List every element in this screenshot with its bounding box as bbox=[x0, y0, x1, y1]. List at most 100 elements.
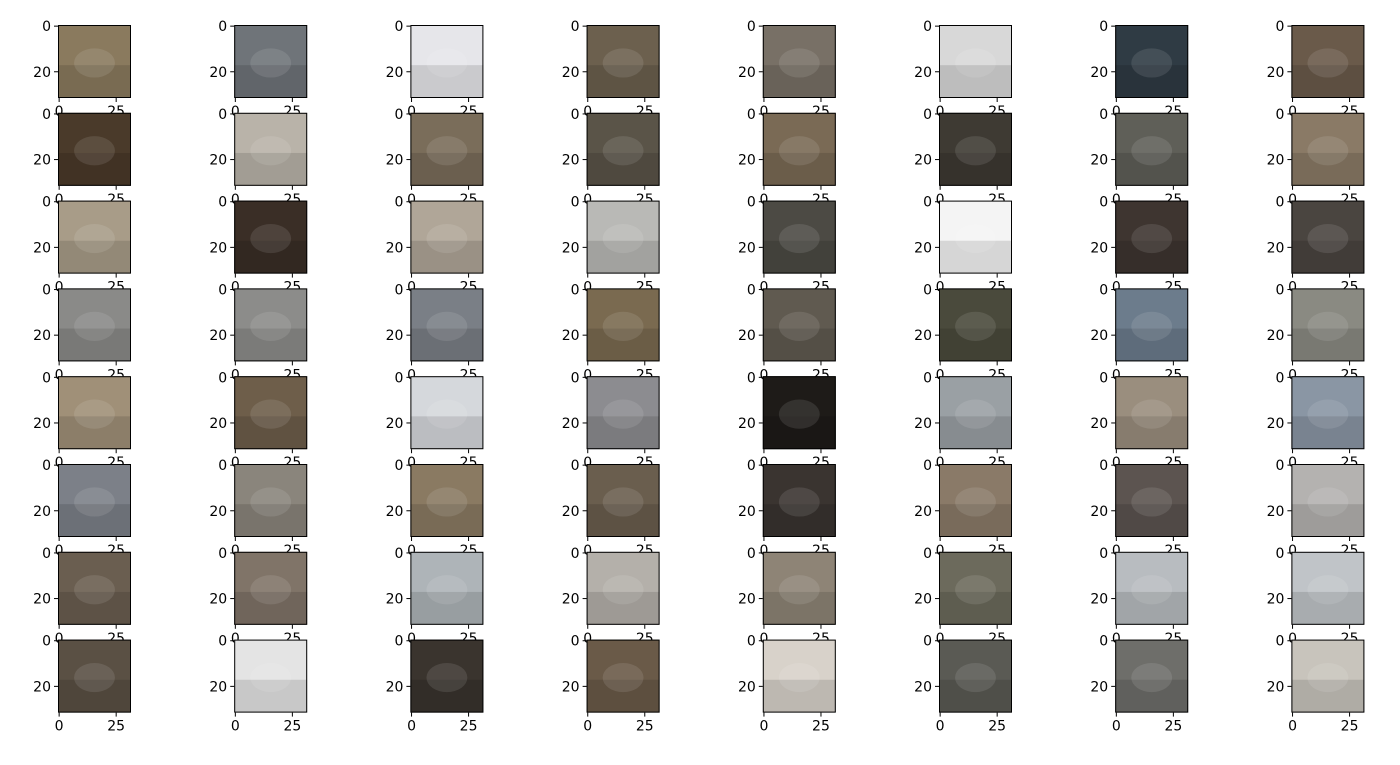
x-tick-label: 0 bbox=[1288, 719, 1297, 735]
image-tile-subject bbox=[1307, 662, 1349, 693]
axes-frame bbox=[1115, 200, 1189, 274]
image-tile bbox=[234, 551, 308, 625]
image-tile-subject bbox=[778, 223, 820, 254]
image-tile-subject bbox=[778, 662, 820, 693]
image-tile bbox=[586, 551, 660, 625]
axes-frame bbox=[939, 25, 1012, 98]
y-tick-label: 20 bbox=[1090, 592, 1108, 608]
image-tile-shade bbox=[1115, 328, 1189, 362]
image-tile-subject bbox=[778, 487, 820, 517]
image-tile-shade bbox=[939, 504, 1012, 537]
image-tile bbox=[939, 639, 1012, 713]
x-tick-label: 0 bbox=[583, 367, 592, 383]
axes-frame bbox=[939, 376, 1012, 450]
y-tick-label: 0 bbox=[923, 458, 932, 474]
x-tick-label: 0 bbox=[1288, 367, 1297, 383]
axes-frame bbox=[234, 639, 308, 713]
y-tick-label: 20 bbox=[33, 679, 51, 695]
image-tile-shade bbox=[1291, 679, 1365, 713]
x-tick-label: 0 bbox=[407, 543, 416, 559]
image-tile bbox=[1291, 25, 1365, 98]
image-tile-shade bbox=[939, 328, 1012, 362]
x-tick-label: 0 bbox=[55, 543, 64, 559]
x-tick-label: 0 bbox=[231, 543, 240, 559]
image-tile-subject bbox=[1131, 136, 1173, 166]
y-tick-label: 20 bbox=[1267, 328, 1285, 344]
image-tile-shade bbox=[939, 679, 1012, 713]
y-tick-label: 0 bbox=[923, 19, 932, 35]
image-tile bbox=[58, 639, 131, 713]
axes-frame bbox=[939, 200, 1012, 274]
y-tick-label: 0 bbox=[1099, 195, 1108, 211]
y-tick-label: 0 bbox=[747, 546, 756, 562]
image-tile-shade bbox=[58, 65, 131, 98]
y-tick-label: 0 bbox=[1099, 19, 1108, 35]
subplot-r7-c1: 0 25 0 20 bbox=[209, 634, 308, 735]
image-tile bbox=[1291, 200, 1365, 274]
image-tile bbox=[762, 288, 836, 362]
image-tile bbox=[234, 200, 308, 274]
image-tile bbox=[234, 376, 308, 450]
axes-frame bbox=[234, 288, 308, 362]
axes-frame bbox=[762, 464, 836, 537]
image-tile-shade bbox=[410, 65, 484, 98]
axes-frame bbox=[1291, 464, 1365, 537]
image-tile bbox=[762, 25, 836, 98]
image-tile-shade bbox=[234, 240, 308, 274]
image-tile bbox=[1291, 376, 1365, 450]
y-tick-label: 0 bbox=[1099, 546, 1108, 562]
y-tick-label: 0 bbox=[571, 195, 580, 211]
image-tile-shade bbox=[1291, 240, 1365, 274]
image-tile-subject bbox=[426, 136, 468, 166]
image-tile-subject bbox=[602, 311, 644, 341]
y-tick-label: 0 bbox=[1099, 458, 1108, 474]
image-tile-subject bbox=[74, 662, 115, 693]
image-tile-subject bbox=[1131, 575, 1173, 605]
y-tick-label: 0 bbox=[1275, 195, 1284, 211]
axes-frame bbox=[586, 376, 660, 450]
image-tile bbox=[58, 376, 131, 450]
image-tile-subject bbox=[778, 48, 820, 78]
axes-frame bbox=[58, 551, 131, 625]
subplot-r7-c4: 0 25 0 20 bbox=[738, 634, 836, 735]
axes-frame bbox=[58, 376, 131, 450]
x-tick-label: 0 bbox=[583, 280, 592, 296]
image-tile-shade bbox=[1291, 152, 1365, 186]
image-tile bbox=[586, 376, 660, 450]
y-tick-label: 20 bbox=[386, 416, 404, 432]
y-tick-label: 0 bbox=[218, 283, 227, 299]
image-tile-subject bbox=[74, 48, 115, 78]
y-tick-label: 0 bbox=[1099, 283, 1108, 299]
y-tick-label: 20 bbox=[1267, 65, 1285, 81]
x-tick-label: 0 bbox=[231, 631, 240, 647]
x-tick-label: 0 bbox=[759, 192, 768, 208]
y-tick-label: 20 bbox=[914, 240, 932, 256]
x-tick-label: 0 bbox=[936, 543, 945, 559]
image-tile-subject bbox=[74, 311, 115, 341]
image-tile bbox=[410, 551, 484, 625]
y-tick-label: 20 bbox=[738, 592, 756, 608]
image-tile-subject bbox=[955, 311, 996, 341]
axes-frame bbox=[586, 639, 660, 713]
image-tile bbox=[1291, 639, 1365, 713]
image-tile bbox=[410, 639, 484, 713]
image-tile-shade bbox=[939, 152, 1012, 186]
x-tick-label: 0 bbox=[1288, 280, 1297, 296]
image-tile-shade bbox=[410, 679, 484, 713]
image-tile-shade bbox=[1115, 240, 1189, 274]
